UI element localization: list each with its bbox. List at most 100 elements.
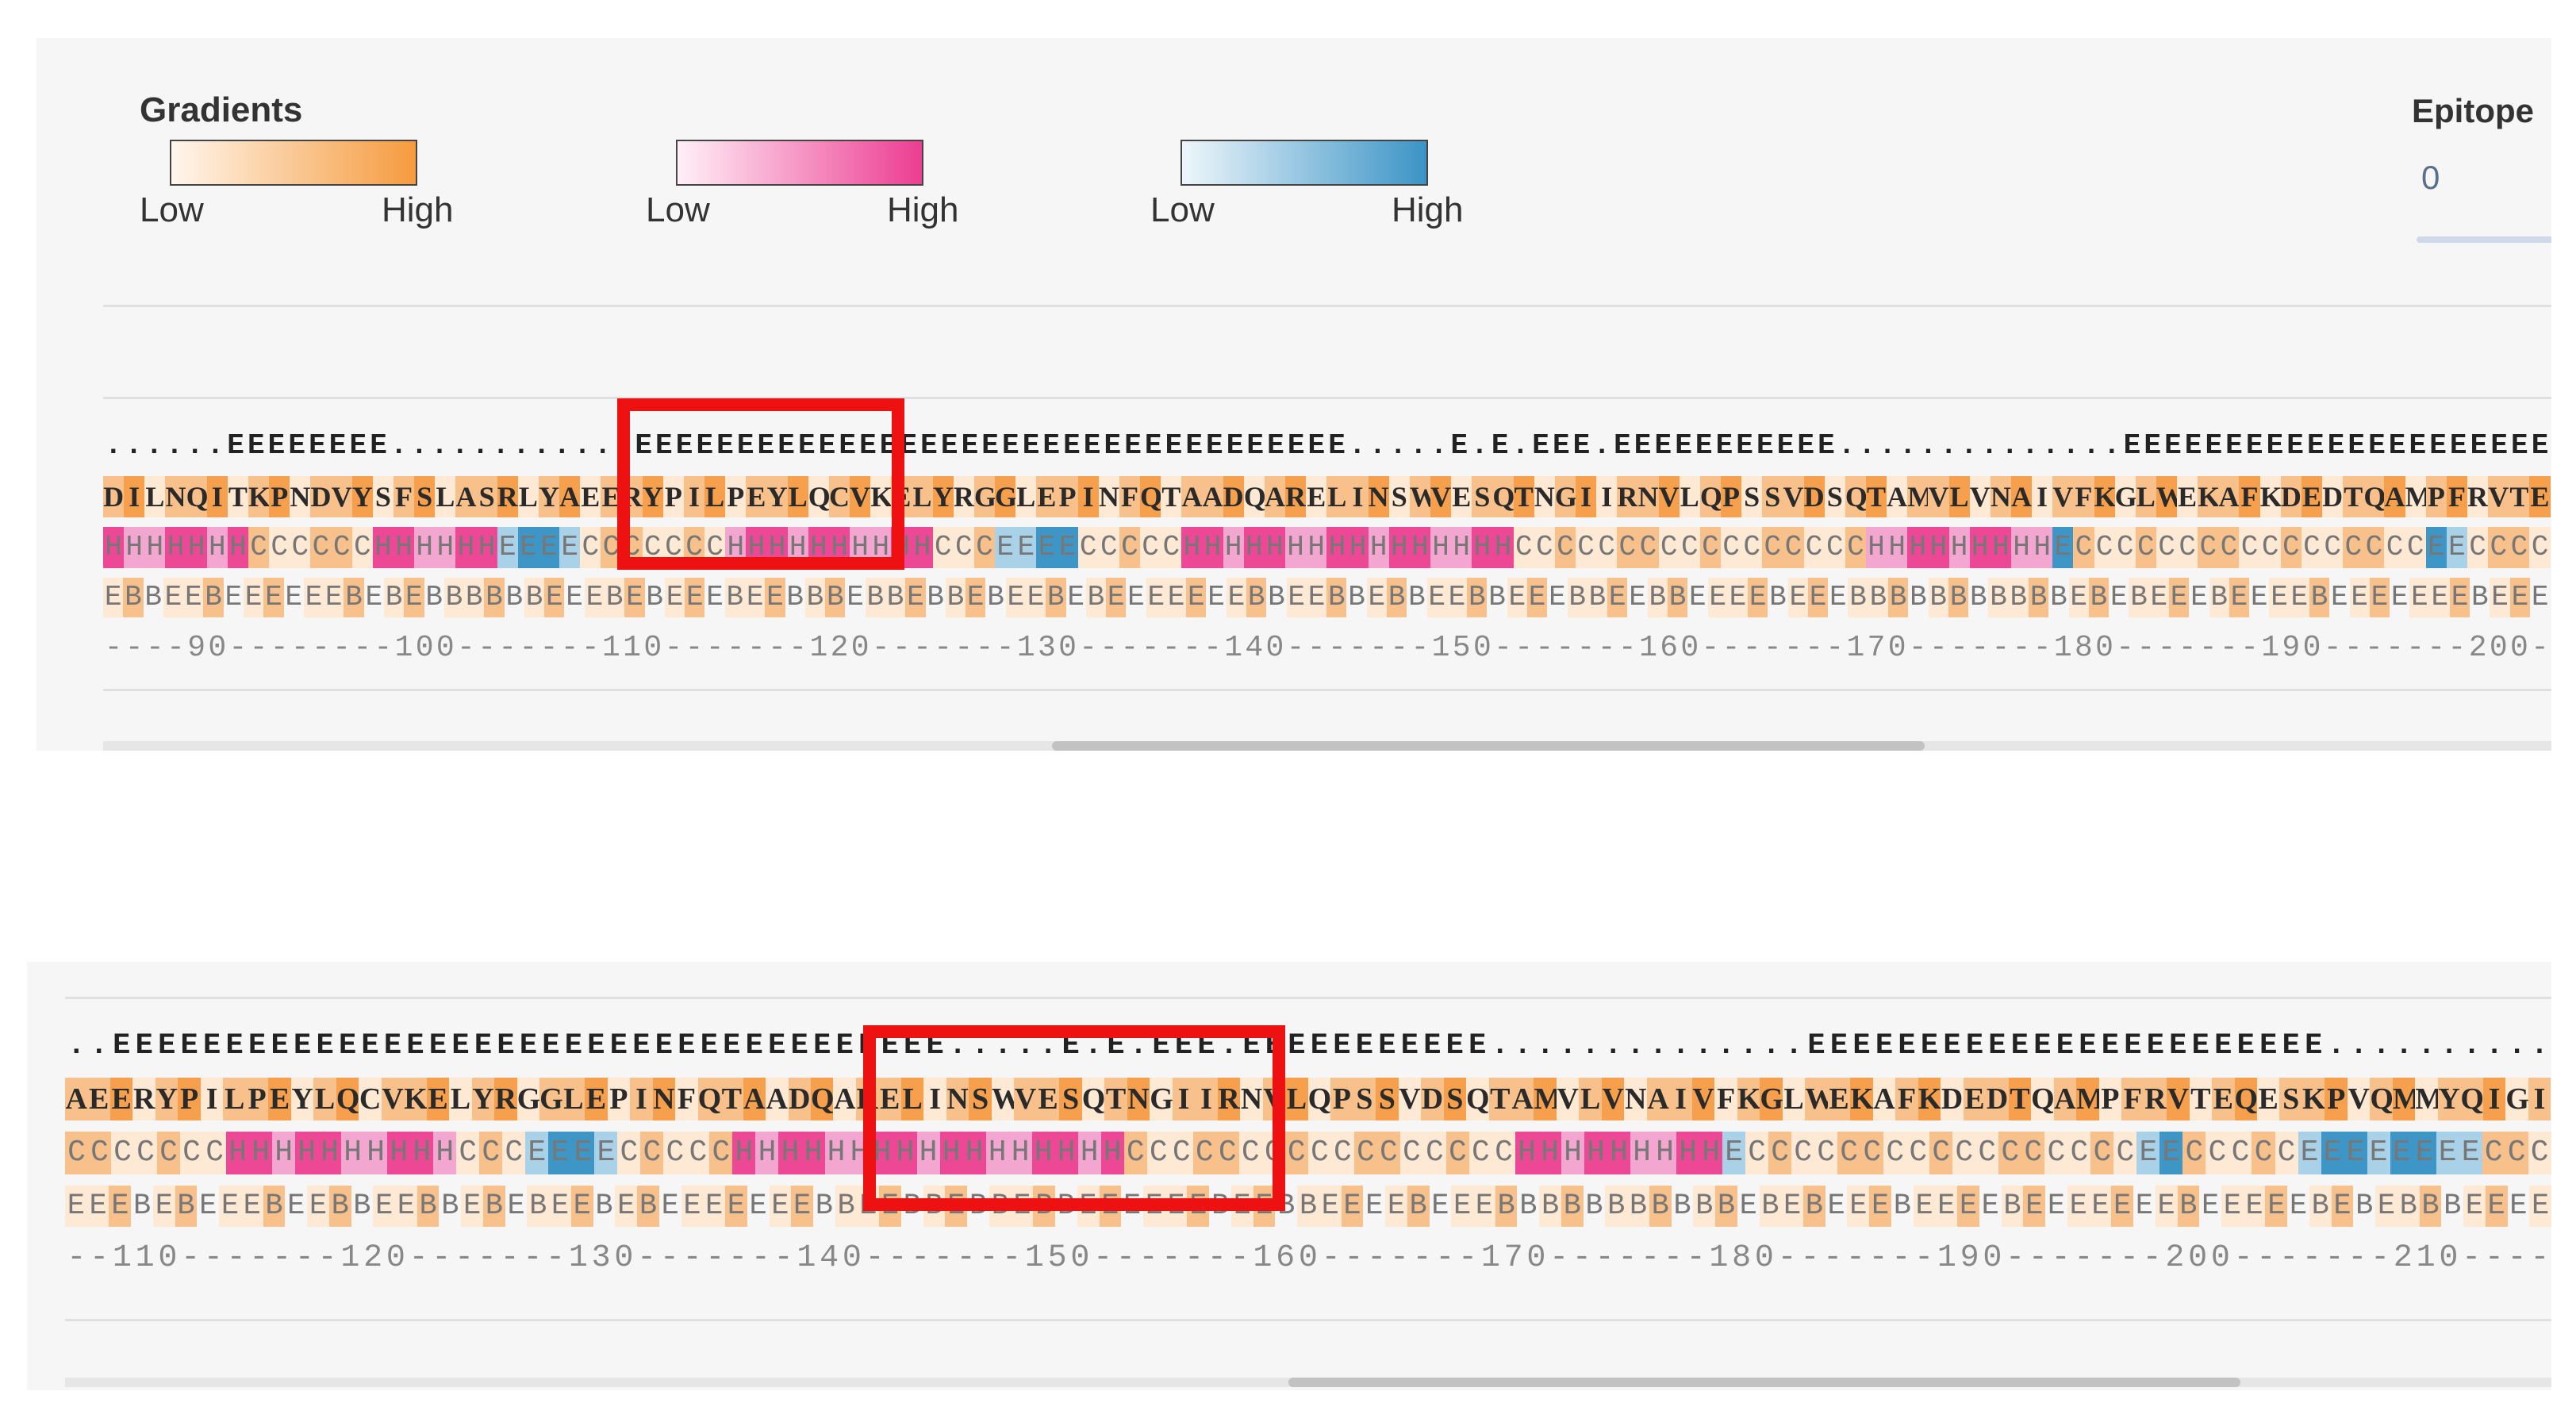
residue-cell: -: [1230, 1240, 1250, 1276]
residue-cell: E: [1366, 578, 1387, 617]
residue-cell: E: [1146, 578, 1166, 617]
residue-cell: B: [1246, 578, 1267, 617]
residue-cell: -: [954, 631, 973, 665]
residue-cell: E: [745, 578, 766, 617]
residue-cell: B: [482, 1186, 505, 1227]
residue-cell: 1: [623, 631, 641, 665]
residue-cell: H: [1584, 1132, 1608, 1174]
residue-cell: H: [1538, 1132, 1562, 1174]
residue-cell: B: [2029, 578, 2049, 617]
residue-cell: E: [1450, 429, 1468, 462]
residue-cell: -: [2233, 1240, 2253, 1276]
residue-cell: -: [1207, 1240, 1227, 1276]
residue-cell: E: [664, 578, 685, 617]
scrollbar-thumb[interactable]: [1052, 741, 1925, 751]
residue-cell: B: [484, 578, 505, 617]
residue-cell: B: [637, 1186, 659, 1227]
residue-cell: E: [1423, 1029, 1442, 1063]
residue-cell: E: [570, 1186, 593, 1227]
residue-cell: E: [700, 1029, 718, 1063]
residue-cell: -: [457, 631, 475, 665]
residue-cell: .: [1593, 429, 1610, 462]
epitope-slider-track[interactable]: [2417, 236, 2551, 243]
residue-cell: G: [516, 1078, 540, 1120]
residue-cell: E: [1067, 581, 1085, 613]
epitope-value[interactable]: 0: [2421, 159, 2440, 196]
blue-gradient-low-label: Low: [1150, 190, 1215, 229]
residue-cell: I: [2482, 1078, 2506, 1120]
residue-cell: F: [393, 476, 415, 517]
residue-cell: B: [1326, 578, 1347, 617]
residue-cell: T: [1161, 476, 1182, 517]
residue-cell: 1: [1846, 631, 1865, 665]
residue-cell: C: [1679, 527, 1700, 568]
pink-gradient-high-label: High: [887, 190, 959, 229]
residue-cell: -: [1115, 1240, 1135, 1276]
residue-cell: C: [1161, 527, 1182, 568]
residue-cell: E: [678, 1029, 696, 1063]
residue-cell: 1: [602, 631, 620, 665]
residue-cell: B: [2050, 581, 2067, 613]
residue-cell: E: [1875, 1029, 1894, 1063]
residue-cell: C: [1192, 1132, 1216, 1174]
residue-cell: S: [1443, 1078, 1467, 1120]
residue-cell: E: [1963, 1078, 1987, 1120]
residue-cell: E: [406, 1029, 424, 1063]
residue-cell: -: [1369, 631, 1388, 665]
residue-cell: B: [646, 581, 664, 613]
residue-cell: D: [1421, 1078, 1444, 1120]
residue-cell: B: [2309, 578, 2330, 617]
residue-cell: E: [2033, 1029, 2052, 1063]
residue-cell: 1: [1016, 631, 1035, 665]
residue-cell: -: [1411, 631, 1430, 665]
residue-cell: E: [328, 429, 347, 462]
residue-cell: -: [353, 631, 372, 665]
residue-cell: -: [2386, 631, 2404, 665]
residue-cell: E: [675, 429, 693, 462]
residue-cell: C: [2239, 527, 2260, 568]
residue-cell: E: [135, 1029, 153, 1063]
residue-cell: Y: [538, 476, 560, 517]
residue-cell: C: [2488, 527, 2509, 568]
residue-cell: .: [186, 429, 204, 462]
residue-cell: -: [2074, 1240, 2094, 1276]
residue-cell: 0: [2095, 631, 2113, 665]
residue-cell: -: [1349, 631, 1367, 665]
residue-cell: .: [574, 429, 591, 462]
residue-cell: B: [1848, 578, 1868, 617]
residue-cell: -: [705, 631, 724, 665]
residue-cell: E: [199, 1190, 217, 1223]
residue-cell: Q: [1307, 1078, 1331, 1120]
residue-cell: E: [681, 1186, 704, 1227]
residue-cell: -: [1093, 1240, 1113, 1276]
residue-cell: -: [1823, 1240, 1843, 1276]
residue-cell: C: [1768, 1132, 1792, 1174]
residue-cell: E: [183, 578, 204, 617]
residue-cell: -: [2157, 631, 2176, 665]
residue-cell: -: [1435, 1240, 1455, 1276]
residue-cell: E: [2490, 578, 2510, 617]
residue-cell: E: [263, 578, 284, 617]
residue-cell: E: [1431, 1190, 1449, 1223]
residue-cell: -: [2097, 1240, 2117, 1276]
residue-cell: B: [786, 581, 804, 613]
residue-cell: C: [973, 527, 996, 568]
scrollbar-thumb[interactable]: [1288, 1378, 2240, 1387]
residue-cell: H: [755, 1132, 779, 1174]
residue-cell: .: [2372, 1029, 2390, 1063]
residue-cell: -: [2484, 1240, 2504, 1276]
residue-cell: E: [995, 527, 1016, 568]
residue-cell: E: [839, 429, 856, 462]
residue-cell: .: [513, 429, 530, 462]
residue-cell: E: [203, 1029, 221, 1063]
residue-cell: -: [871, 631, 890, 665]
residue-cell: E: [1739, 1190, 1757, 1223]
residue-cell: E: [2449, 578, 2470, 617]
residue-cell: G: [995, 476, 1017, 517]
residue-cell: H: [1472, 527, 1493, 568]
residue-cell: V: [850, 476, 871, 517]
residue-cell: E: [1165, 429, 1183, 462]
residue-cell: C: [2529, 527, 2551, 568]
